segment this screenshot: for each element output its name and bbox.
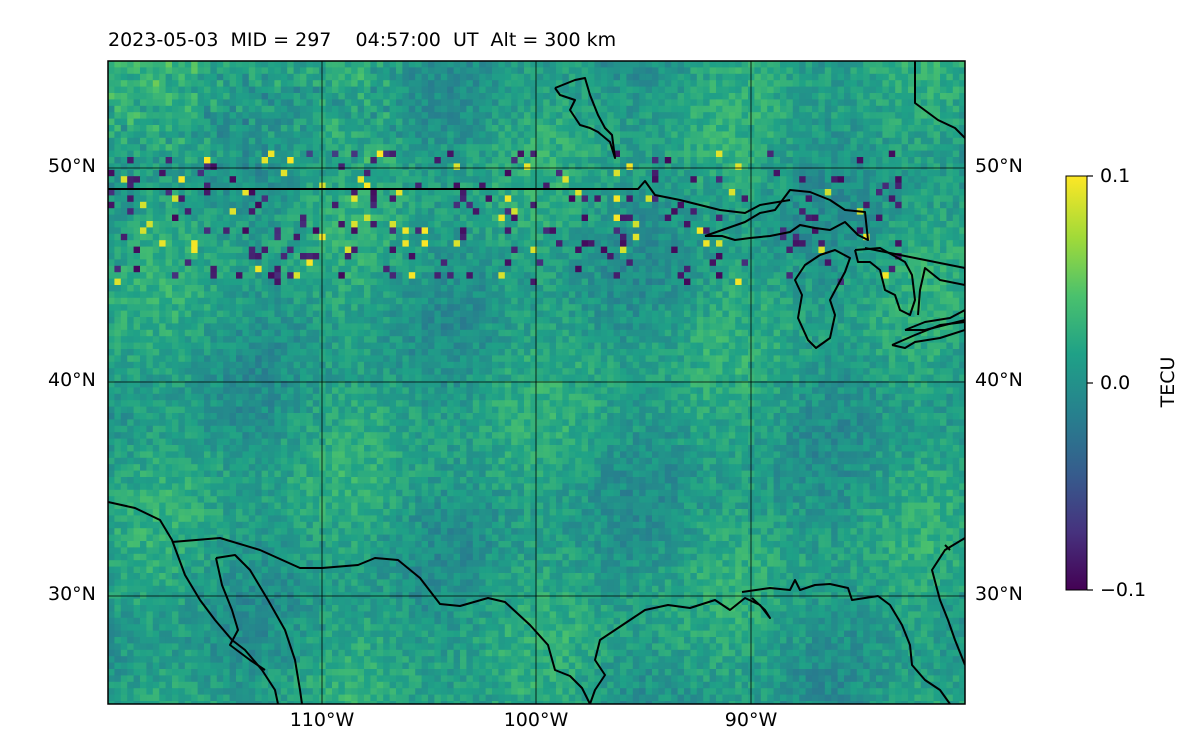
colorbar-tick-min: −0.1 [1100, 579, 1147, 601]
lon-label-100w: 100°W [503, 709, 569, 731]
hudson-bay-shore [914, 61, 965, 139]
lake-erie [891, 321, 965, 349]
colorbar-label: TECU [1157, 356, 1179, 408]
lat-label-left-50: 50°N [48, 155, 96, 177]
lake-ontario [904, 309, 965, 331]
lat-label-left-30: 30°N [48, 583, 96, 605]
map-frame [107, 60, 966, 705]
pacific-coast [108, 501, 279, 704]
gulf-coast-west [589, 597, 771, 704]
colorbar [1065, 175, 1088, 591]
atlantic-coast [931, 537, 965, 666]
gulf-coast-east [741, 579, 951, 704]
florida-peninsula [944, 544, 951, 551]
lake-winnipeg-outline [554, 77, 616, 159]
us-mexico-border [171, 537, 591, 704]
lat-label-right-50: 50°N [975, 155, 1023, 177]
colorbar-ticks [1087, 175, 1093, 591]
gulf-of-california [215, 557, 266, 671]
lat-label-left-40: 40°N [48, 369, 96, 391]
great-lakes-east-shore [864, 247, 965, 316]
lake-huron [854, 247, 916, 316]
tec-heatmap [108, 61, 965, 704]
lat-label-right-40: 40°N [975, 369, 1023, 391]
lon-label-110w: 110°W [289, 709, 355, 731]
lon-label-90w: 90°W [724, 709, 778, 731]
lat-label-right-30: 30°N [975, 583, 1023, 605]
colorbar-tick-max: 0.1 [1100, 165, 1131, 187]
lake-michigan [794, 249, 851, 349]
lake-superior [704, 189, 869, 241]
baja-peninsula [215, 554, 303, 704]
coastlines [108, 61, 965, 704]
colorbar-tick-zero: 0.0 [1100, 372, 1131, 394]
map-title: 2023-05-03 MID = 297 04:57:00 UT Alt = 3… [108, 29, 617, 51]
graticule [108, 61, 965, 704]
us-canada-border [108, 180, 791, 214]
